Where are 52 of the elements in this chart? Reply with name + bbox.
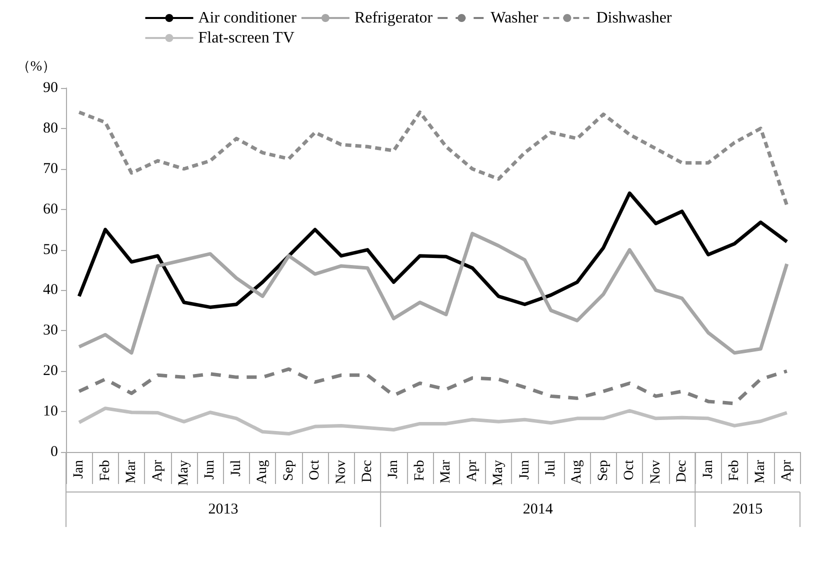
x-tick-label: Jun bbox=[202, 460, 218, 480]
x-tick-label: Apr bbox=[464, 460, 480, 482]
legend-label: Dishwasher bbox=[596, 10, 672, 26]
line-series bbox=[77, 406, 789, 436]
line-series bbox=[77, 110, 789, 208]
y-tick-label: 50 bbox=[43, 242, 58, 258]
x-tick-label: Feb bbox=[412, 460, 428, 481]
legend-label: Air conditioner bbox=[198, 10, 298, 26]
x-tick-label: Dec bbox=[674, 460, 690, 483]
legend-label: Refrigerator bbox=[354, 10, 434, 26]
x-tick-label: Apr bbox=[779, 460, 794, 482]
x-tick-label: Dec bbox=[360, 460, 375, 483]
y-tick-label: 30 bbox=[43, 322, 58, 339]
text: 2014 bbox=[522, 502, 554, 518]
x-tick-label: Jan bbox=[386, 460, 402, 479]
y-tick-label: 70 bbox=[43, 160, 58, 177]
x-tick-label: Feb bbox=[98, 460, 113, 481]
y-tick-label: 40 bbox=[43, 282, 58, 298]
x-tick-label: Aug bbox=[570, 460, 585, 484]
x-tick-label: Feb bbox=[726, 460, 742, 481]
y-tick-label: 10 bbox=[43, 404, 58, 420]
x-tick-label: Sep bbox=[596, 460, 611, 481]
x-tick-label: Oct bbox=[308, 460, 323, 480]
y-axis-title: （%） bbox=[16, 60, 56, 74]
x-tick-label: Jul bbox=[228, 460, 244, 476]
line-series bbox=[77, 232, 789, 355]
x-tick-label: Sep bbox=[281, 460, 296, 481]
y-tick-label: 90 bbox=[43, 80, 58, 96]
text: 2015 bbox=[732, 502, 763, 518]
x-tick-label: May bbox=[491, 460, 506, 486]
x-tick-label: Jun bbox=[517, 460, 532, 480]
legend-label: Flat-screen TV bbox=[198, 30, 295, 46]
line-series bbox=[77, 367, 789, 406]
x-tick-label: Nov bbox=[648, 460, 664, 484]
x-tick-label: Nov bbox=[334, 460, 349, 484]
x-tick-label: Mar bbox=[753, 460, 768, 484]
y-tick-label: 20 bbox=[43, 363, 58, 380]
legend-label: Washer bbox=[490, 10, 539, 26]
line-series bbox=[77, 191, 789, 309]
x-tick-label: Mar bbox=[438, 460, 454, 484]
x-tick-label: May bbox=[176, 460, 192, 486]
x-tick-label: Aug bbox=[255, 460, 270, 484]
x-tick-label: Jul bbox=[543, 460, 558, 476]
y-tick-label: 60 bbox=[43, 201, 58, 218]
x-tick-label: Mar bbox=[124, 460, 140, 484]
text: 2013 bbox=[208, 502, 238, 518]
x-tick-label: Apr bbox=[150, 460, 166, 482]
y-tick-label: 0 bbox=[50, 444, 58, 460]
x-tick-label: Oct bbox=[622, 460, 638, 480]
x-tick-label: Jan bbox=[700, 460, 716, 479]
x-tick-label: Jan bbox=[72, 460, 87, 479]
y-tick-label: 80 bbox=[43, 120, 58, 136]
